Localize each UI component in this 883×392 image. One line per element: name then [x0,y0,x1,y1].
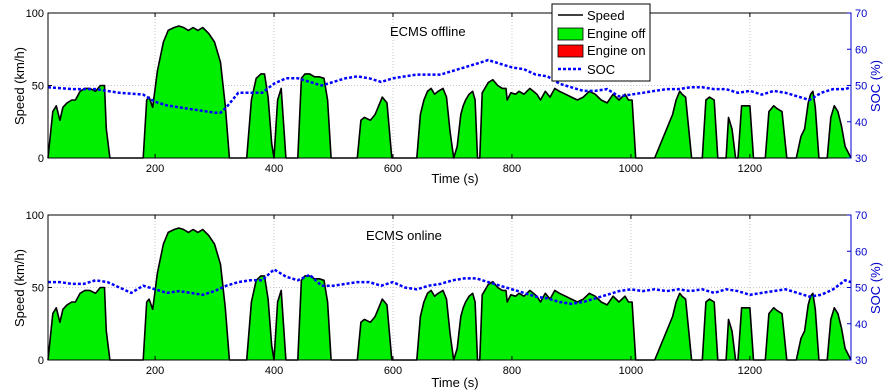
x-axis-label: Time (s) [431,375,478,390]
legend-engine-on-swatch [557,44,584,58]
y-right-tick-label: 40 [855,319,867,331]
x-tick-label: 1200 [738,163,762,175]
x-tick-label: 800 [503,163,521,175]
y-tick-label: 100 [26,8,44,20]
y-tick-label: 50 [32,283,44,295]
y-axis-label-right: SOC (%) [868,262,883,314]
y-axis-label-left: Speed (km/h) [12,249,27,327]
panel-annotation: ECMS online [366,228,442,243]
engine-off-area [48,26,851,158]
x-tick-label: 600 [384,163,402,175]
x-tick-label: 1000 [619,365,643,377]
y-right-tick-label: 50 [855,81,867,93]
legend-engine-off-label: Engine off [587,26,646,41]
legend-engine-off-swatch [557,27,584,41]
x-tick-label: 400 [265,365,283,377]
legend-speed-label: Speed [587,8,625,23]
axes-frame: 200 400 600 800 1000 1200 0 50 100 30 40 50 60 70 [26,210,868,377]
x-tick-label: 400 [265,163,283,175]
x-tick-label: 200 [146,163,164,175]
y-right-tick-label: 60 [855,246,867,258]
x-tick-label: 800 [503,365,521,377]
engine-off-fill [48,26,851,158]
axes-frame: 200 400 600 800 1000 1200 0 50 100 30 40 50 60 70 [26,8,868,175]
x-axis-label: Time (s) [431,171,478,186]
x-tick-label: 1200 [738,365,762,377]
soc-line [48,267,852,306]
legend-soc-label: SOC [587,62,615,77]
y-right-tick-label: 60 [855,44,867,56]
x-tick-label: 200 [146,365,164,377]
y-axis-label-left: Speed (km/h) [12,47,27,125]
chart-panel-online: 200 400 600 800 1000 1200 0 50 100 30 40 50 60 70 ECM… [12,210,883,390]
y-right-tick-label: 30 [855,153,867,165]
y-right-tick-label: 70 [855,8,867,20]
y-right-tick-label: 30 [855,355,867,367]
y-tick-label: 50 [32,81,44,93]
x-tick-label: 600 [384,365,402,377]
chart-legend: Speed Engine off Engine on SOC [551,3,651,82]
soc-line [47,58,852,114]
engine-off-area [48,228,851,360]
y-tick-label: 100 [26,210,44,222]
panel-annotation: ECMS offline [390,24,466,39]
y-tick-label: 0 [38,355,44,367]
soc-curve [48,267,852,306]
chart-panel-offline: 200 400 600 800 1000 1200 0 50 100 30 40 50 60 70 ECM… [12,8,883,186]
x-tick-label: 1000 [619,163,643,175]
engine-off-fill [48,228,851,360]
y-right-tick-label: 40 [855,117,867,129]
y-tick-label: 0 [38,153,44,165]
legend-engine-on-label: Engine on [587,43,646,58]
soc-curve [47,58,852,114]
y-right-tick-label: 70 [855,210,867,222]
y-axis-label-right: SOC (%) [868,60,883,112]
y-right-tick-label: 50 [855,283,867,295]
